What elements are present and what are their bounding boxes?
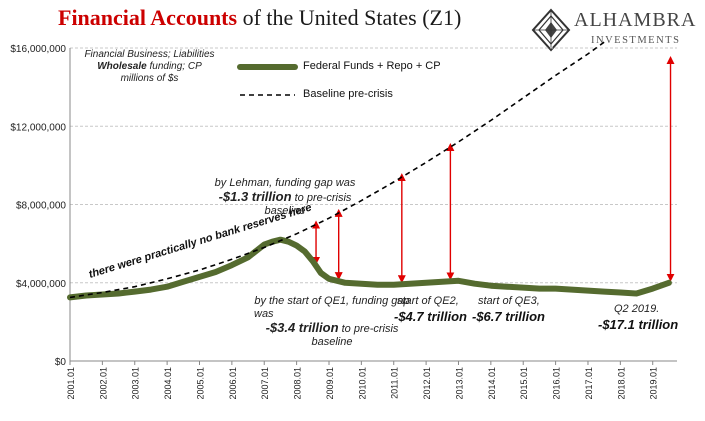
legend-swatches	[237, 64, 298, 96]
lehman-line1: by Lehman, funding gap was	[214, 177, 356, 189]
legend-baseline-label: Baseline pre-crisis	[303, 88, 393, 100]
gap-arrows	[312, 56, 675, 284]
lehman-line2: -$1.3 trillion to pre-crisis	[200, 190, 370, 205]
x-tick-label: 2006.01	[228, 367, 238, 400]
logo-name: ALHAMBRA	[574, 9, 697, 31]
x-tick-label: 2009.01	[325, 367, 335, 400]
x-tick-label: 2011.01	[390, 367, 400, 399]
note-line2: Wholesale funding; CP	[82, 61, 217, 73]
diamond-logo-icon	[531, 8, 571, 52]
qe1-post: to pre-crisis	[341, 323, 399, 335]
x-tick-label: 2012.01	[422, 367, 432, 400]
x-tick-label: 2001.01	[66, 367, 76, 400]
x-tick-label: 2019.01	[649, 367, 659, 400]
qe1-line1: by the start of QE1, funding gap	[254, 295, 410, 307]
x-tick-label: 2003.01	[131, 367, 141, 400]
x-tick-label: 2015.01	[519, 367, 529, 400]
y-tick-label: $12,000,000	[10, 122, 66, 133]
y-tick-labels: $0 $4,000,000 $8,000,000 $12,000,000 $16,000…	[10, 44, 66, 368]
chart-note: Financial Business; Liabilities Wholesal…	[82, 49, 217, 85]
qe1-line4: baseline	[311, 336, 353, 348]
axes	[69, 48, 677, 365]
note-line3: millions of $s	[120, 73, 179, 84]
y-tick-label: $8,000,000	[16, 201, 66, 212]
note-line2-bold: Wholesale	[97, 61, 147, 72]
chart-title: Financial Accounts of the United States …	[58, 4, 461, 32]
lehman-line3: baseline	[264, 205, 306, 217]
lehman-annotation: by Lehman, funding gap was -$1.3 trillio…	[200, 177, 370, 218]
x-tick-label: 2005.01	[195, 367, 205, 400]
qe1-line2: was	[254, 308, 274, 320]
qe1-value: -$3.4 trillion	[265, 320, 339, 335]
x-tick-label: 2016.01	[552, 367, 562, 400]
x-tick-label: 2010.01	[357, 367, 367, 400]
q2-annotation-label: Q2 2019.	[614, 303, 660, 315]
logo-subtitle: INVESTMENTS	[591, 35, 681, 46]
series-line-baseline	[70, 41, 605, 299]
title-rest: of the United States (Z1)	[237, 5, 462, 30]
qe1-line3: -$3.4 trillion to pre-crisis	[244, 321, 420, 336]
series-line-funding	[67, 236, 672, 301]
x-tick-labels: 2001.01 2002.01 2003.01 2004.01 2005.01 2006.…	[66, 367, 659, 400]
qe2-value: -$4.7 trillion	[394, 309, 467, 324]
legend-funding-label: Federal Funds + Repo + CP	[303, 60, 441, 72]
note-line2-rest: funding; CP	[146, 61, 202, 72]
y-tick-label: $0	[55, 357, 67, 368]
qe2-annotation-label: start of QE2,	[397, 295, 459, 307]
x-tick-label: 2013.01	[454, 367, 464, 400]
x-tick-label: 2007.01	[260, 367, 270, 400]
qe3-value: -$6.7 trillion	[472, 309, 545, 324]
x-tick-label: 2017.01	[584, 367, 594, 400]
title-red-part: Financial Accounts	[58, 5, 238, 30]
x-tick-label: 2008.01	[293, 367, 303, 400]
qe3-annotation-label: start of QE3,	[478, 295, 540, 307]
qe1-annotation: by the start of QE1, funding gap was -$3…	[244, 295, 420, 349]
lehman-post: to pre-crisis	[294, 192, 352, 204]
x-tick-label: 2014.01	[487, 367, 497, 400]
series-lines	[67, 41, 672, 301]
x-tick-label: 2002.01	[98, 367, 108, 400]
y-tick-label: $4,000,000	[16, 279, 66, 290]
x-tick-label: 2004.01	[163, 367, 173, 400]
x-tick-label: 2018.01	[616, 367, 626, 400]
y-tick-label: $16,000,000	[10, 44, 66, 55]
note-line1: Financial Business; Liabilities	[84, 49, 215, 60]
lehman-value: -$1.3 trillion	[218, 189, 292, 204]
q2-value: -$17.1 trillion	[598, 317, 679, 332]
alhambra-logo: ALHAMBRA INVESTMENTS	[531, 8, 703, 54]
